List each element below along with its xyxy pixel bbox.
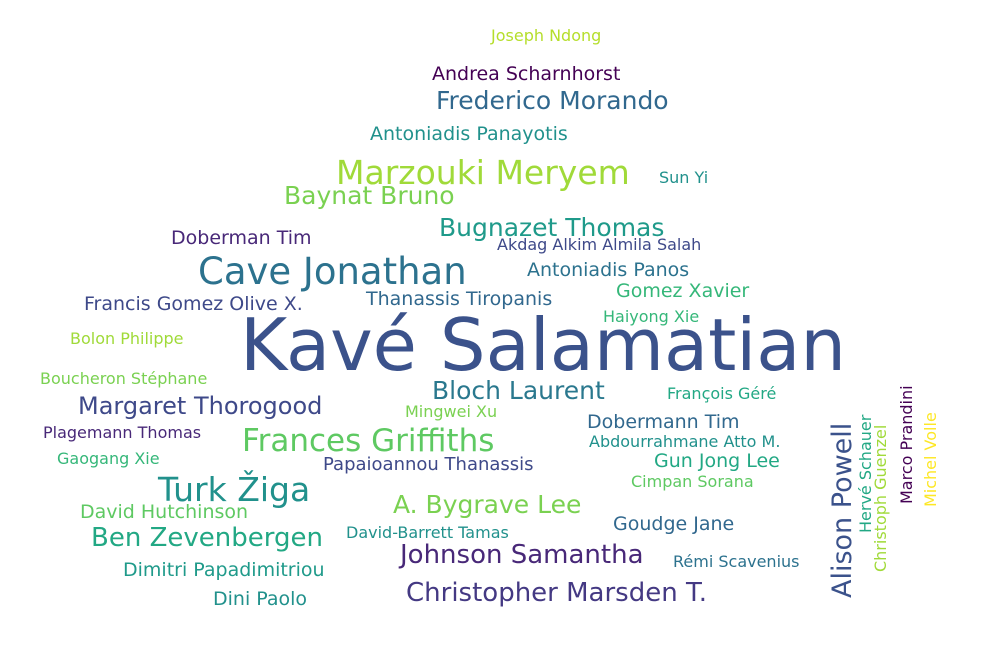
word-thanassis-tiropanis: Thanassis Tiropanis (366, 288, 553, 310)
word-akdag-alkim: Akdag Alkim Almila Salah (497, 235, 702, 254)
word-goudge-jane: Goudge Jane (613, 513, 735, 535)
word-david-hutchinson: David Hutchinson (80, 501, 249, 523)
word-haiyong-xie: Haiyong Xie (603, 307, 700, 326)
word-abdourrahmane-atto: Abdourrahmane Atto M. (589, 432, 781, 451)
word-dini-paolo: Dini Paolo (213, 588, 308, 610)
word-sun-yi: Sun Yi (659, 168, 709, 187)
word-joseph-ndong: Joseph Ndong (491, 26, 602, 45)
word-bugnazet-thomas: Bugnazet Thomas (439, 213, 665, 242)
word-frederico-morando: Frederico Morando (436, 86, 669, 115)
word-doberman-tim: Doberman Tim (171, 227, 312, 249)
word-antoniadis-panos: Antoniadis Panos (527, 259, 690, 281)
word-kave-salamatian: Kavé Salamatian (240, 303, 847, 387)
word-papaioannou-thanassis: Papaioannou Thanassis (323, 454, 534, 475)
word-boucheron-stephane: Boucheron Stéphane (40, 369, 208, 388)
word-johnson-samantha: Johnson Samantha (400, 540, 644, 570)
word-plagemann-thomas: Plagemann Thomas (43, 423, 202, 442)
word-antoniadis-panayotis: Antoniadis Panayotis (370, 123, 568, 145)
word-alison-powell: Alison Powell (827, 422, 858, 598)
word-francis-gomez-olive: Francis Gomez Olive X. (84, 293, 303, 315)
word-bloch-laurent: Bloch Laurent (432, 376, 605, 405)
word-baynat-bruno: Baynat Bruno (284, 181, 455, 210)
word-gun-jong-lee: Gun Jong Lee (654, 450, 780, 472)
word-frances-griffiths: Frances Griffiths (242, 423, 495, 459)
word-margaret-thorogood: Margaret Thorogood (78, 392, 323, 420)
word-christoph-guenzel: Christoph Guenzel (871, 424, 890, 572)
word-ben-zevenbergen: Ben Zevenbergen (91, 523, 323, 553)
word-christopher-marsden: Christopher Marsden T. (406, 578, 708, 608)
word-david-barrett-tamas: David-Barrett Tamas (346, 523, 509, 542)
word-andrea-scharnhorst: Andrea Scharnhorst (432, 63, 621, 85)
word-gaogang-xie: Gaogang Xie (57, 449, 160, 468)
word-bolon-philippe: Bolon Philippe (70, 329, 184, 348)
word-dobermann-tim: Dobermann Tim (587, 411, 740, 433)
word-bygrave-lee: A. Bygrave Lee (393, 490, 582, 519)
word-gomez-xavier: Gomez Xavier (616, 280, 750, 302)
word-marco-prandini: Marco Prandini (897, 385, 916, 504)
word-marzouki-meryem: Marzouki Meryem (336, 153, 630, 192)
word-cave-jonathan: Cave Jonathan (198, 250, 467, 293)
word-michel-volle: Michel Volle (921, 412, 940, 507)
word-mingwei-xu: Mingwei Xu (405, 402, 498, 421)
word-remi-scavenius: Rémi Scavenius (673, 552, 800, 571)
word-francois-gere: François Géré (667, 384, 777, 403)
word-turk-ziga: Turk Žiga (158, 470, 311, 509)
word-dimitri-papadimitriou: Dimitri Papadimitriou (123, 559, 325, 581)
word-cimpan-sorana: Cimpan Sorana (631, 472, 754, 491)
